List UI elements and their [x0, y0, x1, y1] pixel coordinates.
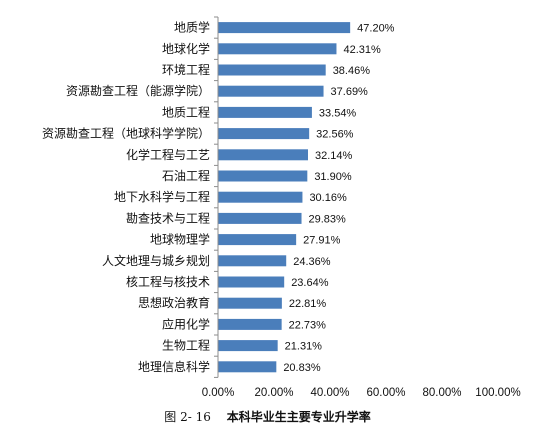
category-label: 地球化学 [162, 41, 210, 56]
category-label: 石油工程 [162, 168, 210, 183]
category-label: 人文地理与城乡规划 [102, 253, 210, 268]
bar [218, 255, 287, 267]
value-label: 42.31% [343, 44, 381, 56]
x-tick-label: 60.00% [366, 387, 405, 399]
x-tick-label: 80.00% [422, 387, 461, 399]
value-label: 33.54% [319, 107, 357, 119]
value-label: 29.83% [309, 213, 347, 225]
value-label: 27.91% [303, 235, 341, 247]
category-label: 资源勘查工程（地球科学学院） [42, 126, 210, 141]
value-label: 32.56% [316, 129, 354, 141]
category-label: 地下水科学与工程 [114, 189, 210, 204]
category-label: 生物工程 [162, 338, 210, 353]
figure-caption: 图 2- 16 本科毕业生主要专业升学率 [0, 408, 535, 425]
value-label: 20.83% [283, 362, 321, 374]
x-tick-label: 20.00% [254, 387, 293, 399]
value-label: 31.90% [314, 171, 352, 183]
bar [218, 340, 278, 352]
bar [218, 212, 302, 224]
value-label: 24.36% [293, 256, 331, 268]
bar [218, 276, 285, 288]
bar [218, 170, 308, 182]
figure-title: 本科毕业生主要专业升学率 [226, 410, 371, 424]
value-label: 37.69% [331, 86, 369, 98]
category-label: 思想政治教育 [138, 295, 210, 310]
bar-chart: 地质学 47.20% 地球化学 42.31% 环境工程 38.46% 资源勘查工程（能源学院… [42, 16, 521, 399]
value-label: 38.46% [333, 65, 371, 77]
category-label: 勘查技术与工程 [126, 210, 210, 225]
category-label: 地理信息科学 [138, 359, 210, 374]
value-label: 21.31% [285, 341, 323, 353]
category-label: 地球物理学 [150, 232, 210, 247]
bar [218, 64, 326, 76]
value-label: 47.20% [357, 23, 395, 35]
bar [218, 297, 282, 309]
category-label: 地质学 [174, 20, 210, 35]
bar [218, 22, 351, 34]
category-label: 地质工程 [162, 104, 210, 119]
bar [218, 318, 282, 330]
value-label: 30.16% [309, 192, 347, 204]
category-label: 化学工程与工艺 [126, 147, 210, 162]
category-label: 核工程与核技术 [126, 274, 210, 289]
bar [218, 149, 308, 161]
x-tick-label: 100.00% [475, 387, 520, 399]
category-label: 应用化学 [162, 316, 210, 331]
value-label: 22.81% [289, 298, 327, 310]
bar [218, 361, 277, 373]
x-tick-label: 0.00% [202, 387, 235, 399]
value-label: 22.73% [289, 319, 327, 331]
value-label: 32.14% [315, 150, 353, 162]
category-label: 资源勘查工程（能源学院） [66, 83, 210, 98]
bar [218, 43, 337, 55]
category-label: 环境工程 [162, 62, 210, 77]
value-label: 23.64% [291, 277, 329, 289]
bar [218, 85, 324, 97]
bar [218, 128, 310, 140]
x-tick-label: 40.00% [310, 387, 349, 399]
bar [218, 106, 312, 118]
bar [218, 191, 303, 203]
figure-number: 图 2- 16 [164, 410, 211, 424]
bar [218, 234, 297, 246]
